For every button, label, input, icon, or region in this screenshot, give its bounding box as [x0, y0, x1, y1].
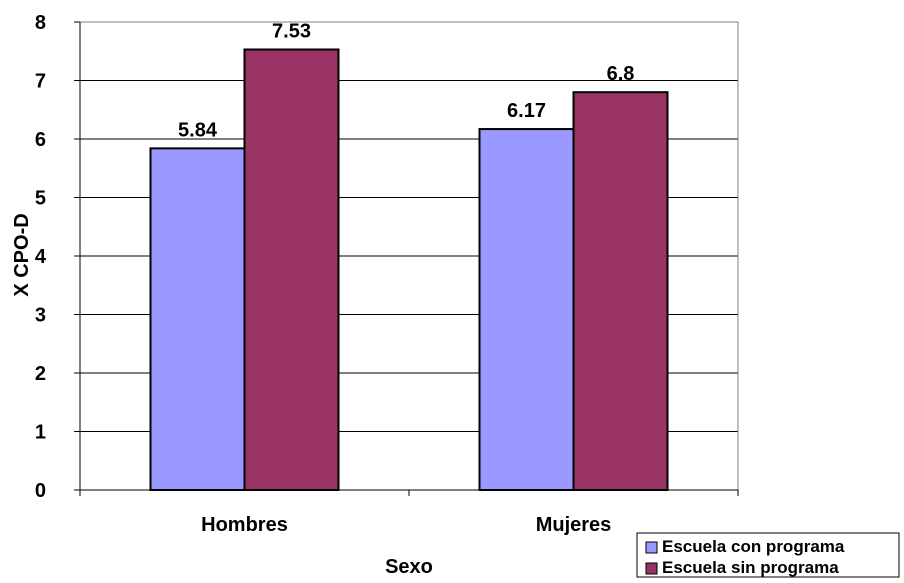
legend-label-escuela-sin-programa: Escuela sin programa	[662, 558, 839, 577]
legend-swatch-escuela-con-programa	[645, 541, 658, 554]
legend-frame	[636, 532, 900, 578]
y-axis: 0 1 2 3 4 5 6 7 8	[35, 12, 81, 502]
bar-escuela-sin-programa-hombres	[243, 48, 340, 492]
legend-label-escuela-con-programa: Escuela con programa	[662, 537, 845, 556]
x-tick-label-mujeres: Mujeres	[536, 514, 612, 536]
x-axis: Hombres Mujeres	[79, 489, 739, 536]
y-tick-label-1: 1	[35, 422, 46, 444]
y-tick-label-5: 5	[35, 188, 46, 210]
y-tick-label-0: 0	[35, 480, 46, 502]
legend-swatch-escuela-sin-programa	[645, 562, 658, 575]
data-label-escuela-con-programa-hombres: 5.84	[178, 119, 218, 141]
bar-escuela-con-programa-hombres	[149, 147, 246, 492]
data-label-escuela-sin-programa-hombres: 7.53	[272, 20, 311, 42]
y-tick-label-8: 8	[35, 12, 46, 34]
bars	[149, 48, 669, 492]
y-tick-label-7: 7	[35, 71, 46, 93]
y-tick-label-2: 2	[35, 363, 46, 385]
data-labels: 5.84 7.53 6.17 6.8	[178, 20, 634, 141]
bar-escuela-sin-programa-mujeres	[572, 91, 669, 491]
data-label-escuela-sin-programa-mujeres: 6.8	[607, 63, 635, 85]
data-label-escuela-con-programa-mujeres: 6.17	[507, 100, 546, 122]
legend: Escuela con programa Escuela sin program…	[636, 532, 900, 578]
bar-escuela-con-programa-mujeres	[478, 128, 575, 491]
x-axis-title: Sexo	[385, 556, 433, 578]
y-axis-title: X CPO-D	[11, 213, 33, 296]
y-tick-label-3: 3	[35, 305, 46, 327]
y-tick-label-4: 4	[35, 246, 47, 268]
y-tick-label-6: 6	[35, 129, 46, 151]
x-tick-label-hombres: Hombres	[201, 514, 288, 536]
